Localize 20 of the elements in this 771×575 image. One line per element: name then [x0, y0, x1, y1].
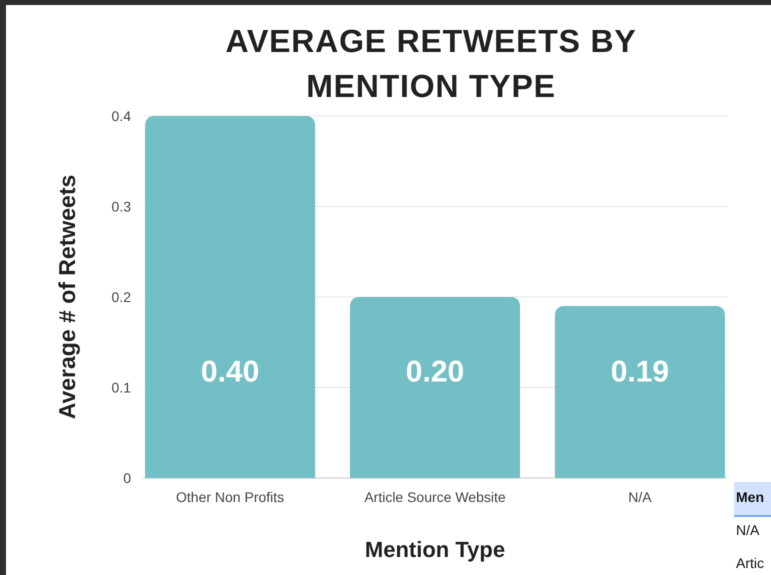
x-tick-label: Article Source Website — [364, 489, 506, 505]
y-tick-label: 0 — [123, 470, 132, 486]
data-label: 0.20 — [406, 356, 464, 389]
y-tick-label: 0.2 — [112, 288, 132, 305]
x-tick-label: Other Non Profits — [176, 489, 284, 505]
y-tick-label: 0.3 — [112, 198, 132, 214]
text: Artic — [736, 554, 764, 571]
chart-title: AVERAGE RETWEETS BY MENTION TYPE — [225, 23, 637, 104]
text: Men — [736, 488, 764, 505]
bar — [350, 297, 520, 478]
y-axis-title: Average # of Retweets — [54, 174, 80, 420]
y-tick-label: 0.4 — [112, 108, 132, 124]
bar — [145, 116, 316, 478]
x-axis-title: Mention Type — [364, 537, 506, 562]
y-tick-label: 0.1 — [112, 379, 132, 396]
text: N/A — [736, 522, 760, 538]
data-label: 0.19 — [610, 356, 670, 389]
bar — [554, 306, 725, 478]
data-label: 0.40 — [200, 356, 260, 389]
x-tick-label: N/A — [628, 489, 652, 505]
